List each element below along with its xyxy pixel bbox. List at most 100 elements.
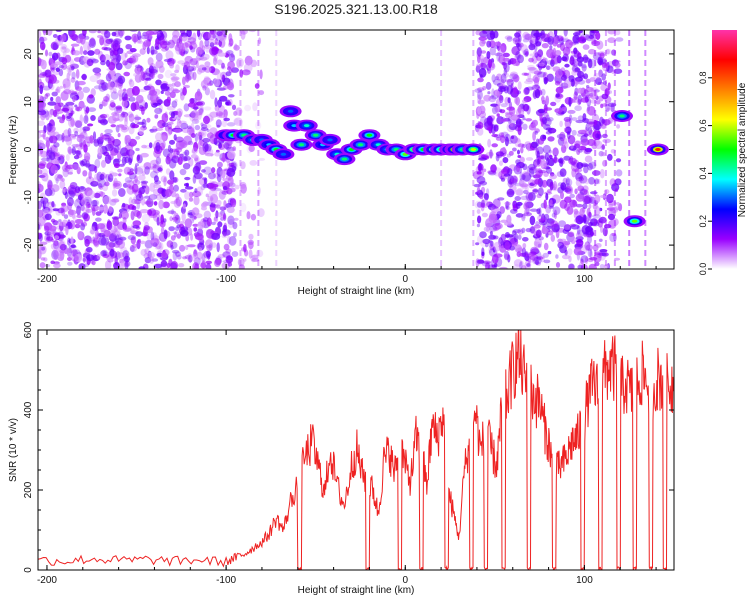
noise-blob xyxy=(209,89,216,100)
noise-blob xyxy=(207,195,214,202)
noise-blob xyxy=(584,148,592,155)
noise-blob xyxy=(602,103,608,107)
noise-blob xyxy=(583,214,587,224)
noise-blob xyxy=(601,252,609,257)
noise-blob xyxy=(522,117,526,121)
noise-blob xyxy=(563,242,569,249)
noise-blob xyxy=(155,156,162,165)
noise-blob xyxy=(586,106,592,115)
noise-blob xyxy=(42,85,51,91)
noise-blob xyxy=(42,30,48,33)
noise-blob xyxy=(98,50,104,60)
noise-blob xyxy=(155,96,161,103)
noise-blob xyxy=(482,238,491,244)
noise-blob xyxy=(492,78,502,86)
noise-blob xyxy=(525,118,533,122)
noise-blob xyxy=(496,104,500,113)
noise-blob xyxy=(147,57,154,66)
noise-blob xyxy=(82,258,87,262)
noise-blob xyxy=(219,170,226,179)
noise-blob xyxy=(574,188,578,195)
noise-blob xyxy=(587,58,593,69)
noise-blob xyxy=(91,206,96,216)
noise-blob xyxy=(234,43,238,50)
noise-blob xyxy=(181,212,186,222)
noise-blob xyxy=(67,261,73,266)
noise-blob xyxy=(501,62,506,66)
noise-blob xyxy=(177,110,181,120)
noise-blob xyxy=(148,256,155,264)
noise-blob xyxy=(251,254,259,260)
noise-blob xyxy=(187,253,193,262)
noise-blob xyxy=(78,57,85,61)
noise-blob xyxy=(571,117,578,121)
noise-blob xyxy=(523,33,532,41)
noise-blob xyxy=(138,174,146,181)
noise-blob xyxy=(592,214,601,219)
noise-blob xyxy=(563,127,569,133)
noise-blob xyxy=(588,35,595,39)
noise-blob xyxy=(216,31,223,37)
noise-blob xyxy=(65,101,75,106)
noise-blob xyxy=(520,147,524,154)
noise-blob xyxy=(547,189,552,193)
noise-blob xyxy=(115,237,123,246)
noise-blob xyxy=(164,69,173,79)
noise-blob xyxy=(608,209,615,216)
noise-blob xyxy=(44,69,52,78)
noise-blob xyxy=(579,207,585,217)
noise-blob xyxy=(115,105,122,110)
noise-blob xyxy=(533,84,540,90)
noise-blob xyxy=(483,94,491,102)
noise-blob xyxy=(203,44,213,49)
noise-blob xyxy=(183,103,190,112)
noise-blob xyxy=(550,54,560,64)
noise-blob xyxy=(574,105,582,112)
noise-blob xyxy=(80,74,87,80)
noise-blob xyxy=(162,148,171,158)
y-tick-label: -20 xyxy=(23,237,34,252)
noise-blob xyxy=(61,219,69,227)
noise-blob xyxy=(213,78,221,87)
noise-blob xyxy=(66,72,70,82)
noise-blob xyxy=(111,189,118,197)
noise-blob xyxy=(577,185,584,192)
noise-blob xyxy=(136,94,144,104)
noise-blob xyxy=(61,132,65,143)
noise-blob xyxy=(210,30,217,35)
noise-blob xyxy=(510,71,518,77)
noise-blob xyxy=(560,191,564,200)
noise-blob xyxy=(504,241,511,251)
noise-blob xyxy=(67,105,74,111)
noise-blob xyxy=(494,76,500,80)
noise-blob xyxy=(167,129,172,136)
noise-blob xyxy=(150,159,159,166)
noise-blob xyxy=(216,242,220,253)
noise-blob xyxy=(490,103,499,107)
noise-blob xyxy=(171,100,178,108)
noise-blob xyxy=(155,79,162,86)
noise-blob xyxy=(228,162,235,167)
noise-blob xyxy=(592,244,599,252)
noise-blob xyxy=(173,198,181,208)
noise-blob xyxy=(571,70,578,76)
noise-blob xyxy=(197,141,201,150)
noise-blob xyxy=(521,72,528,76)
noise-blob xyxy=(134,116,142,121)
y-tick-label: 400 xyxy=(23,401,34,418)
noise-blob xyxy=(110,225,117,234)
noise-blob xyxy=(92,237,100,246)
noise-blob xyxy=(58,65,65,69)
noise-blob xyxy=(122,217,127,224)
noise-blob xyxy=(587,248,592,258)
noise-blob xyxy=(533,240,538,246)
noise-blob xyxy=(512,175,518,185)
noise-blob xyxy=(152,102,162,106)
noise-blob xyxy=(42,30,47,36)
noise-blob xyxy=(121,210,129,220)
noise-blob xyxy=(495,151,505,157)
noise-blob xyxy=(524,33,533,41)
noise-region xyxy=(233,30,266,269)
noise-blob xyxy=(510,122,514,127)
noise-blob xyxy=(607,30,616,35)
